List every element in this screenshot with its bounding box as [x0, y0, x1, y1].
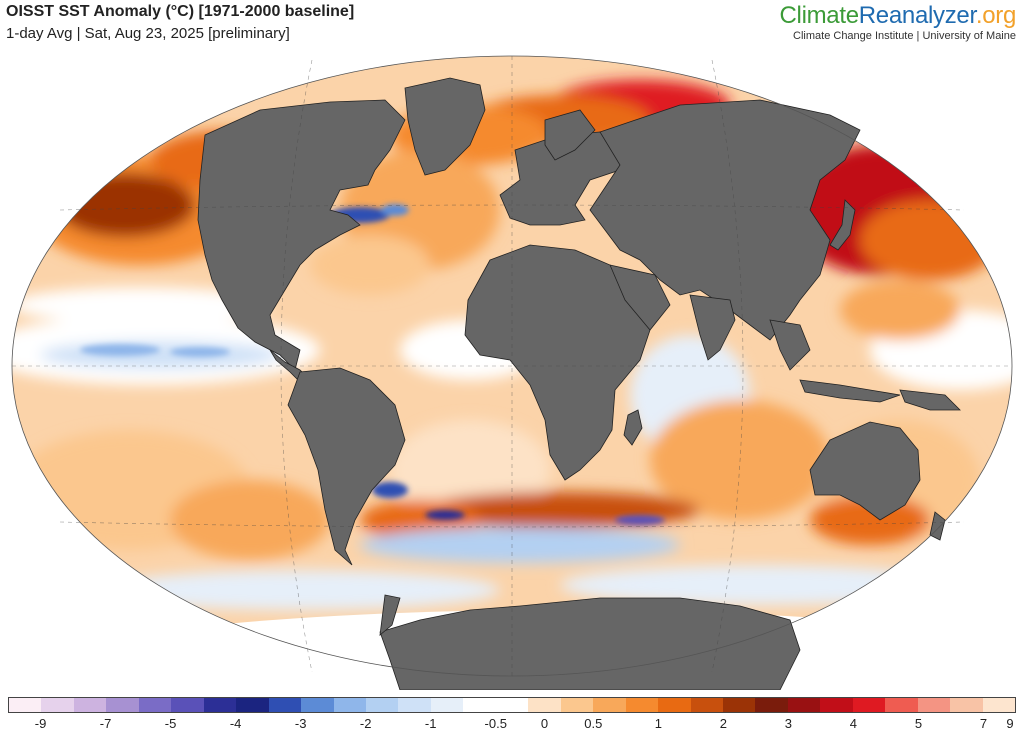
land-greenland — [404, 77, 486, 176]
brand-logo[interactable]: ClimateReanalyzer.org Climate Change Ins… — [780, 2, 1017, 42]
legend-swatch — [690, 698, 723, 712]
legend-swatch — [885, 698, 918, 712]
legend-colorbar — [8, 697, 1016, 713]
land-north-america — [197, 99, 406, 371]
legend-tick-label: -5 — [164, 716, 177, 731]
land-asia — [589, 99, 861, 341]
color-legend: -9 -7 -5 -4 -3 -2 -1 -0.5 0 0.5 1 2 3 4 5 7 9 — [8, 697, 1016, 737]
legend-swatch — [820, 698, 853, 712]
legend-tick-label: 0 — [540, 716, 549, 731]
brand-part-climate: Climate — [779, 2, 860, 29]
legend-swatch — [236, 698, 269, 712]
legend-swatch — [333, 698, 366, 712]
brand-part-org: .org — [975, 2, 1016, 29]
land-scandinavia — [544, 109, 596, 161]
legend-swatch — [593, 698, 626, 712]
legend-tick-label: -7 — [99, 716, 112, 731]
legend-tick-label: 2 — [719, 716, 727, 731]
legend-tick-label: 4 — [849, 716, 858, 731]
legend-swatch — [41, 698, 74, 712]
legend-swatch — [203, 698, 237, 712]
legend-tick-label: -1 — [424, 716, 437, 731]
legend-swatch — [560, 698, 594, 712]
legend-swatch — [528, 698, 561, 712]
legend-tick-label: 5 — [914, 716, 923, 731]
land-japan — [829, 199, 856, 251]
legend-swatch — [463, 698, 496, 712]
legend-swatch — [365, 698, 399, 712]
legend-swatch — [755, 698, 788, 712]
legend-swatch — [9, 698, 42, 712]
globe-outline — [11, 55, 1013, 677]
graticule — [12, 56, 1012, 676]
legend-tick-label: -9 — [34, 716, 47, 731]
legend-swatch — [268, 698, 302, 712]
land-antarctic-peninsula — [379, 594, 401, 636]
map-title: OISST SST Anomaly (°C) [1971-2000 baseli… — [6, 3, 355, 20]
land-indonesia — [799, 379, 901, 403]
legend-tick-label: 9 — [1006, 716, 1014, 731]
land-madagascar — [623, 409, 643, 446]
map-svg — [11, 55, 1013, 691]
brand-subtitle: Climate Change Institute | University of… — [793, 30, 1016, 42]
legend-tick-label: 0.5 — [584, 716, 603, 731]
legend-swatch — [950, 698, 983, 712]
landmasses — [197, 77, 961, 691]
legend-swatch — [787, 698, 821, 712]
brand-part-reanalyzer: Reanalyzer — [858, 2, 976, 29]
legend-swatch — [430, 698, 464, 712]
legend-swatch — [73, 698, 107, 712]
legend-swatch — [722, 698, 756, 712]
land-africa — [464, 244, 651, 481]
header: OISST SST Anomaly (°C) [1971-2000 baseli… — [0, 0, 1024, 48]
land-australia — [809, 421, 921, 521]
land-india — [689, 294, 736, 361]
legend-swatch — [917, 698, 951, 712]
legend-swatch — [138, 698, 172, 712]
legend-swatch — [658, 698, 691, 712]
legend-swatch — [171, 698, 204, 712]
legend-swatch — [398, 698, 431, 712]
legend-swatch — [625, 698, 659, 712]
legend-tick-label: -0.5 — [484, 716, 507, 731]
brand-name[interactable]: ClimateReanalyzer.org — [780, 2, 1017, 30]
legend-swatch — [982, 698, 1016, 712]
land-new-guinea — [899, 389, 961, 411]
legend-swatch — [301, 698, 334, 712]
legend-tick-label: 7 — [979, 716, 988, 731]
legend-tick-label: -2 — [359, 716, 372, 731]
legend-swatch — [106, 698, 139, 712]
legend-tick-label: -4 — [229, 716, 242, 731]
sst-anomaly-map[interactable] — [0, 50, 1024, 691]
legend-swatch — [495, 698, 529, 712]
legend-tick-label: 1 — [654, 716, 662, 731]
legend-tick-labels: -9 -7 -5 -4 -3 -2 -1 -0.5 0 0.5 1 2 3 4 5 7 9 — [8, 716, 1016, 734]
map-subtitle: 1-day Avg | Sat, Aug 23, 2025 [prelimina… — [6, 25, 290, 42]
land-south-america — [287, 367, 406, 566]
legend-swatch — [852, 698, 886, 712]
land-southeast-asia — [769, 319, 811, 371]
legend-tick-label: -3 — [294, 716, 307, 731]
legend-tick-label: 3 — [784, 716, 792, 731]
